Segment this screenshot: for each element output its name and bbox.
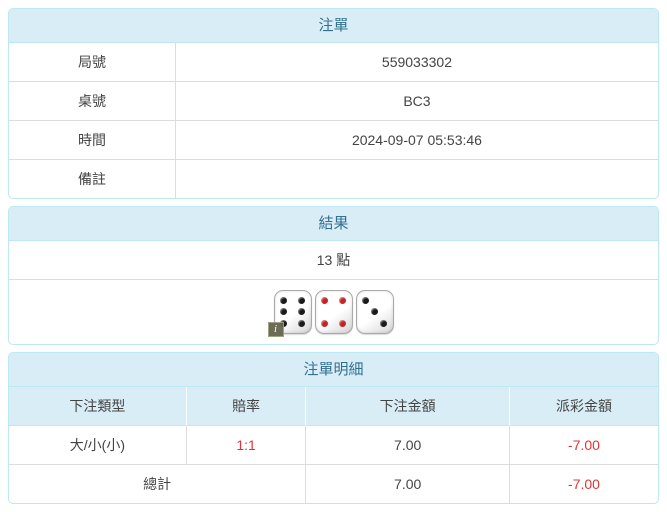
column-header-bet-type: 下注類型 xyxy=(9,387,187,426)
total-payout: -7.00 xyxy=(508,464,658,503)
total-bet-amount: 7.00 xyxy=(305,464,510,503)
round-number-label: 局號 xyxy=(77,54,106,70)
die-pip xyxy=(298,297,306,305)
bet-panel: 注單 局號 559033302 桌號 BC3 時間 2024-09-07 05:… xyxy=(8,8,659,199)
result-points: 13 點 xyxy=(316,252,351,268)
die-pip xyxy=(339,319,347,327)
bet-info-table: 局號 559033302 桌號 BC3 時間 2024-09-07 05:53:… xyxy=(9,43,658,198)
die-1: i xyxy=(267,290,312,337)
bet-record-page: 注單 局號 559033302 桌號 BC3 時間 2024-09-07 05:… xyxy=(8,8,659,504)
column-header-odds: 賠率 xyxy=(185,387,306,426)
remark-label: 備註 xyxy=(9,159,176,198)
die-pip xyxy=(370,308,378,316)
time-value: 2024-09-07 05:53:46 xyxy=(174,120,658,160)
result-panel-title: 結果 xyxy=(9,207,658,241)
bet-panel-title: 注單 xyxy=(9,9,658,43)
die-pip xyxy=(279,297,287,305)
total-row: 總計 7.00 -7.00 xyxy=(9,464,658,503)
table-row: 備註 xyxy=(9,159,658,198)
column-header-bet-amount: 下注金額 xyxy=(305,387,510,426)
die-pip xyxy=(298,319,306,327)
die-pip xyxy=(320,319,328,327)
bet-detail-table: 下注類型 賠率 下注金額 派彩金額 大/小(小) 1:1 7.00 -7.00 … xyxy=(9,387,658,503)
info-icon[interactable]: i xyxy=(267,322,284,337)
payout-value: -7.00 xyxy=(508,425,658,465)
dice-group: i xyxy=(17,290,650,337)
odds-value: 1:1 xyxy=(185,425,306,465)
result-panel: 結果 13 點 i xyxy=(8,206,659,345)
die-pip xyxy=(380,319,388,327)
die-2 xyxy=(314,290,353,334)
table-number-label: 桌號 xyxy=(9,81,176,121)
die-3 xyxy=(355,290,394,334)
column-header-payout-amount: 派彩金額 xyxy=(508,387,658,426)
total-label: 總計 xyxy=(9,464,306,503)
table-row: 時間 2024-09-07 05:53:46 xyxy=(9,120,658,160)
table-row: 13 點 xyxy=(9,241,658,280)
bet-detail-panel: 注單明細 下注類型 賠率 下注金額 派彩金額 大/小(小) 1:1 7.00 -… xyxy=(8,352,659,504)
die-pip xyxy=(339,297,347,305)
dice-cell: i xyxy=(9,279,658,344)
die-pip xyxy=(279,308,287,316)
result-table: 13 點 i xyxy=(9,241,658,344)
bet-amount-value: 7.00 xyxy=(305,425,510,465)
table-row: 桌號 BC3 xyxy=(9,81,658,121)
round-number-value: 559033302 xyxy=(174,43,658,82)
table-row: i xyxy=(9,279,658,344)
die-pip xyxy=(361,297,369,305)
bet-detail-panel-title: 注單明細 xyxy=(9,353,658,387)
die-pip xyxy=(298,308,306,316)
bet-type-value: 大/小(小) xyxy=(9,425,187,465)
table-header-row: 下注類型 賠率 下注金額 派彩金額 xyxy=(9,387,658,426)
die-pip xyxy=(320,297,328,305)
table-row: 大/小(小) 1:1 7.00 -7.00 xyxy=(9,425,658,465)
time-label: 時間 xyxy=(9,120,176,160)
remark-value xyxy=(174,159,658,198)
table-number-value: BC3 xyxy=(174,81,658,121)
table-row: 局號 559033302 xyxy=(9,43,658,82)
